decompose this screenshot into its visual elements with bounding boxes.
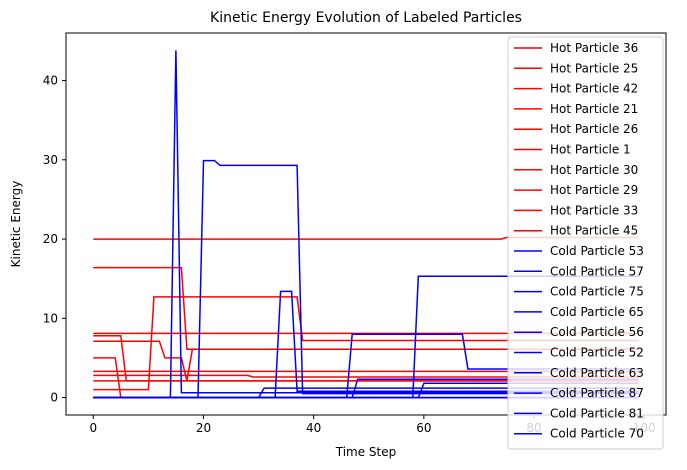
legend-label-hot-particle-36: Hot Particle 36 xyxy=(550,41,638,55)
legend-label-hot-particle-25: Hot Particle 25 xyxy=(550,61,638,75)
y-tick-label: 0 xyxy=(50,391,58,405)
y-tick-label: 30 xyxy=(43,153,58,167)
legend-label-cold-particle-87: Cold Particle 87 xyxy=(550,386,644,400)
legend-label-hot-particle-1: Hot Particle 1 xyxy=(550,143,631,157)
y-tick-label: 40 xyxy=(43,74,58,88)
legend-label-cold-particle-75: Cold Particle 75 xyxy=(550,285,644,299)
legend-label-cold-particle-56: Cold Particle 56 xyxy=(550,325,644,339)
x-tick-label: 60 xyxy=(416,421,431,435)
legend-label-hot-particle-30: Hot Particle 30 xyxy=(550,163,638,177)
x-tick-label: 20 xyxy=(196,421,211,435)
x-tick-label: 40 xyxy=(306,421,321,435)
legend-label-cold-particle-70: Cold Particle 70 xyxy=(550,427,644,441)
legend-box xyxy=(507,36,664,450)
plot-frame xyxy=(65,32,667,416)
legend-label-cold-particle-53: Cold Particle 53 xyxy=(550,244,644,258)
legend-label-hot-particle-33: Hot Particle 33 xyxy=(550,203,638,217)
x-tick-label: 0 xyxy=(89,421,97,435)
legend-label-cold-particle-52: Cold Particle 52 xyxy=(550,346,644,360)
legend: Hot Particle 36 Hot Particle 25 Hot Partic… xyxy=(507,36,664,450)
y-axis-ticks: 0 10 20 30 40 xyxy=(43,74,66,405)
chart-title: Kinetic Energy Evolution of Labeled Part… xyxy=(210,10,522,26)
legend-label-hot-particle-21: Hot Particle 21 xyxy=(550,102,638,116)
y-axis-label: Kinetic Energy xyxy=(9,181,23,268)
legend-label-cold-particle-81: Cold Particle 81 xyxy=(550,406,644,420)
series-line-hot-particle-42 xyxy=(93,296,639,391)
legend-label-cold-particle-65: Cold Particle 65 xyxy=(550,305,644,319)
legend-label-hot-particle-42: Hot Particle 42 xyxy=(550,82,638,96)
legend-label-hot-particle-26: Hot Particle 26 xyxy=(550,122,638,136)
y-tick-label: 20 xyxy=(43,232,58,246)
series-line-cold-particle-57 xyxy=(93,159,639,399)
legend-label-hot-particle-29: Hot Particle 29 xyxy=(550,183,638,197)
x-axis-label: Time Step xyxy=(335,445,397,459)
legend-label-hot-particle-45: Hot Particle 45 xyxy=(550,224,638,238)
legend-label-cold-particle-63: Cold Particle 63 xyxy=(550,366,644,380)
legend-label-cold-particle-57: Cold Particle 57 xyxy=(550,264,644,278)
y-tick-label: 10 xyxy=(43,311,58,325)
